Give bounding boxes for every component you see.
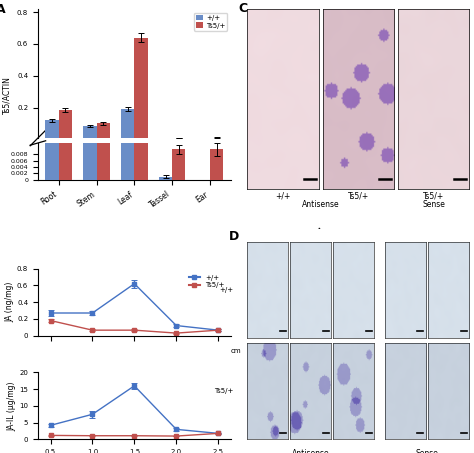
Text: Ts5/ACTIN: Ts5/ACTIN [3, 76, 11, 114]
X-axis label: Ts5/+: Ts5/+ [348, 192, 369, 201]
Bar [172, 149, 185, 180]
Bar [59, 110, 72, 139]
Text: Ts5/+: Ts5/+ [214, 388, 233, 394]
Bar [210, 149, 223, 180]
Bar [121, 0, 134, 180]
X-axis label: +/+: +/+ [275, 192, 291, 201]
Bar [159, 177, 172, 180]
Bar [83, 0, 97, 180]
Bar [46, 0, 59, 180]
Bar [59, 0, 72, 180]
Legend: +/+, Ts5/+: +/+, Ts5/+ [194, 13, 228, 31]
Bar [46, 120, 59, 139]
Bar [121, 109, 134, 139]
Bar [134, 0, 147, 180]
Bar [172, 138, 185, 139]
Bar [97, 123, 110, 139]
Text: +/+: +/+ [219, 287, 233, 293]
Text: Sense: Sense [422, 200, 445, 209]
Text: Antisense: Antisense [302, 200, 339, 209]
X-axis label: Ts5/+: Ts5/+ [423, 192, 444, 201]
Y-axis label: JA-IL (μg/mg): JA-IL (μg/mg) [8, 381, 17, 431]
Text: Sense: Sense [416, 449, 438, 453]
Bar [134, 38, 147, 139]
Bar [83, 126, 97, 139]
Y-axis label: JA (ng/mg): JA (ng/mg) [5, 282, 14, 322]
Bar [97, 0, 110, 180]
Legend: +/+, Ts5/+: +/+, Ts5/+ [186, 272, 228, 291]
Text: D: D [229, 230, 239, 243]
Text: C: C [239, 2, 248, 15]
Text: A: A [0, 3, 5, 15]
Text: cm: cm [231, 347, 241, 354]
Bar [210, 138, 223, 139]
Text: Antisense: Antisense [292, 449, 329, 453]
